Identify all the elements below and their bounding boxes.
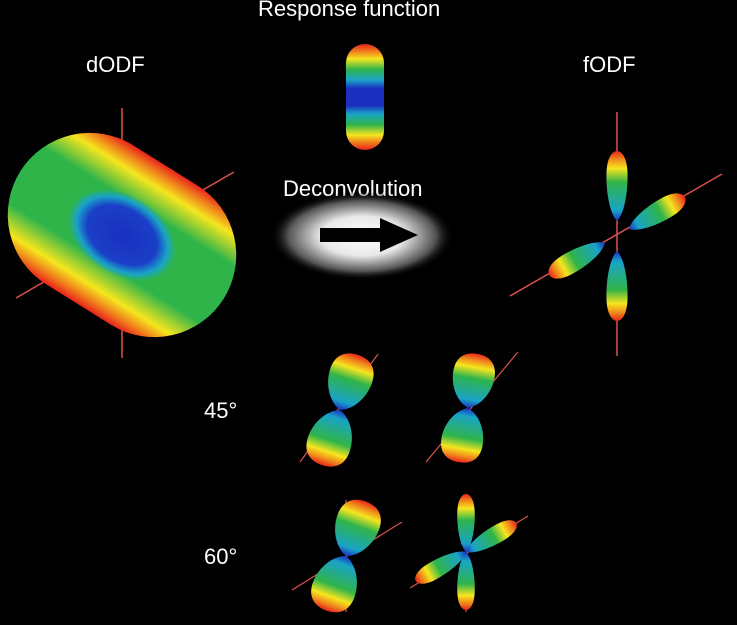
dodf-label: dODF xyxy=(86,52,145,77)
angle-45-label: 45° xyxy=(204,398,238,423)
angle-60-label: 60° xyxy=(204,544,238,569)
angle-60-dodf-glyph xyxy=(291,493,403,619)
fodf-label: fODF xyxy=(583,52,636,77)
dodf-glyph xyxy=(7,108,237,358)
fodf-glyph xyxy=(509,112,723,356)
response-function-glyph xyxy=(346,44,384,150)
fodf-diagonal-axis xyxy=(509,173,723,297)
angle-60-fodf-glyph xyxy=(409,494,529,612)
angle-45-fodf-glyph xyxy=(425,350,519,466)
deconvolution-arrow xyxy=(270,192,454,280)
angle-45-dodf-glyph xyxy=(299,348,379,472)
response-function-label: Response function xyxy=(258,0,441,21)
